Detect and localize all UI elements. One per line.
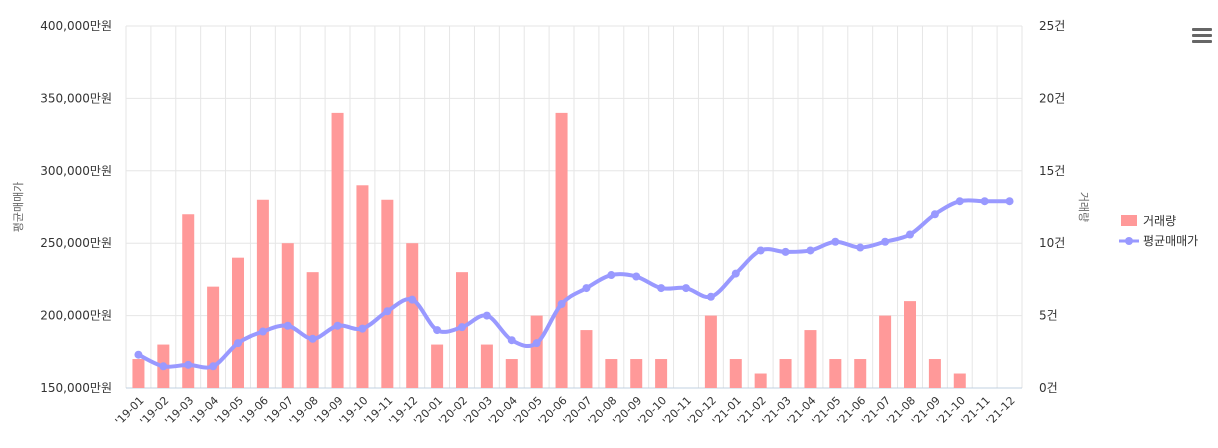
left-tick-label: 150,000만원 [40,381,112,395]
left-axis-title: 평균매매가 [12,182,25,233]
line-point [856,243,865,252]
left-tick-label: 200,000만원 [40,309,112,323]
legend-bar-swatch [1121,215,1137,226]
line-point [433,326,442,335]
line-point [682,284,690,293]
bar [331,112,344,388]
bar [132,359,145,388]
line-point [831,237,840,246]
bar [182,214,195,388]
bar [904,301,916,388]
line-point [731,269,740,278]
bar [704,315,717,388]
bar [207,286,220,388]
bar [779,359,792,388]
right-axis-title: 거래량 [1077,192,1090,222]
bar [580,330,593,388]
line-point [458,323,466,332]
left-axis-ticks: 150,000만원 200,000만원 250,000만원 300,000만원 350,… [40,19,112,395]
right-axis-ticks: 0건 5건 10건 15건 20건 25건 [1039,19,1065,395]
bar [356,185,369,388]
x-tick-label: '21-12 [984,394,1018,428]
menu-icon-bar [1192,40,1212,43]
line-point [383,307,392,316]
line-point [184,360,193,369]
bar [605,359,618,388]
line-point [1005,197,1014,206]
line-point [756,246,765,255]
bar [505,359,518,388]
line-point [258,327,267,336]
x-axis-ticks: '19-01'19-02'19-03'19-04'19-05'19-06'19-… [113,394,1018,428]
right-tick-label: 10건 [1039,236,1065,250]
bar [232,257,244,388]
right-tick-label: 5건 [1039,309,1058,323]
left-tick-label: 250,000만원 [40,236,112,250]
bar [729,359,742,388]
left-tick-label: 300,000만원 [40,164,112,178]
line-point [358,324,367,333]
legend-item-line[interactable]: 평균매매가 [1119,234,1198,248]
menu-icon-bar [1192,28,1212,31]
line-point [557,300,566,309]
line-point [408,295,417,304]
line-point [159,362,168,371]
line-point [209,362,218,371]
bar [281,243,294,388]
bar [804,330,817,388]
line-point [582,284,591,293]
menu-icon-bar [1192,34,1212,37]
bar [754,373,767,388]
line-point [955,197,964,206]
bar [406,243,419,388]
menu-icon[interactable] [1192,28,1212,48]
bar [630,359,643,388]
bar [829,359,842,388]
right-tick-label: 15건 [1039,164,1065,178]
line-point [234,339,242,348]
line-point [980,197,989,206]
line-point [134,350,143,359]
bar [854,359,867,388]
line-series [134,197,1014,371]
line-point [532,339,541,348]
bar [381,199,394,388]
line-point [308,334,317,343]
bar [256,199,269,388]
bar [306,272,319,388]
line-point [657,284,666,293]
line-point [632,272,641,281]
left-tick-label: 350,000만원 [40,91,112,105]
line-point [333,321,342,330]
legend-bar-label: 거래량 [1143,214,1176,228]
bar [555,112,568,388]
line-point [706,292,715,301]
bar [928,359,941,388]
line-point [607,271,616,280]
bar [431,344,444,388]
legend-line-marker [1125,237,1133,245]
right-tick-label: 25건 [1039,19,1065,33]
bar [480,344,493,388]
bar [655,359,668,388]
line-point [806,246,815,255]
line-point [781,247,790,256]
line-point [507,336,516,345]
legend-item-bar[interactable]: 거래량 [1121,214,1176,228]
line-point [482,311,491,320]
bar [879,315,892,388]
right-tick-label: 20건 [1039,91,1065,105]
left-tick-label: 400,000만원 [40,19,112,33]
grid-lines [125,25,1023,389]
legend[interactable]: 거래량 평균매매가 [1119,214,1198,248]
right-tick-label: 0건 [1039,381,1058,395]
line-point [881,237,890,246]
legend-line-label: 평균매매가 [1143,234,1198,248]
line-point [283,321,292,330]
line-point [906,230,914,239]
bar [530,315,543,388]
line-point [930,210,939,219]
bar [953,373,966,388]
